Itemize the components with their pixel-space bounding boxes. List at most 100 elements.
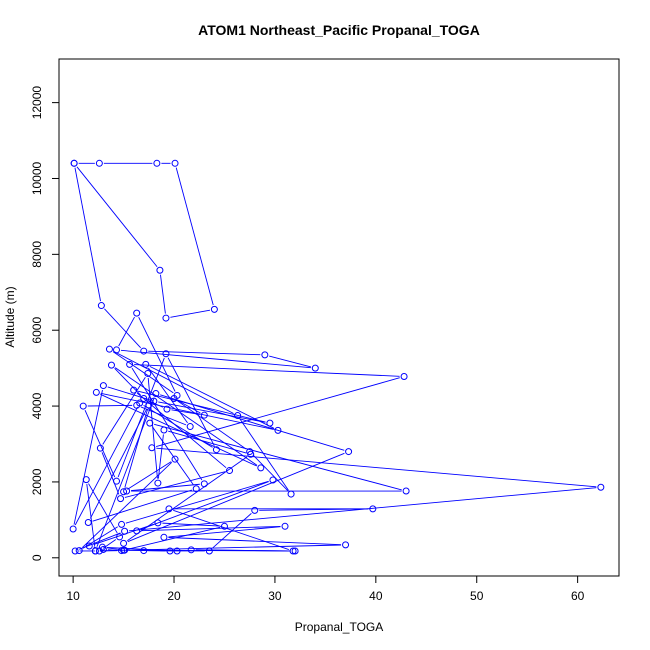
series-line-segment — [106, 546, 173, 552]
data-point — [71, 547, 79, 555]
y-axis: 0 2000 4000 6000 8000 10000 12000 — [30, 86, 59, 561]
data-point — [113, 477, 121, 485]
series-line-segment — [82, 461, 173, 548]
data-point — [200, 480, 208, 488]
data-point — [120, 488, 128, 496]
data-point — [133, 309, 141, 317]
series-line-segment — [76, 166, 158, 268]
series-line-segment — [160, 394, 345, 451]
series-line-segment — [86, 484, 96, 547]
data-point — [144, 369, 152, 377]
data-point — [69, 525, 77, 533]
data-point — [142, 360, 150, 368]
data-point — [154, 479, 162, 487]
data-point — [123, 487, 131, 495]
series-line-segment — [140, 481, 269, 530]
series-line-segment — [134, 364, 400, 377]
series-line-segment — [252, 454, 289, 492]
y-tick-label: 4000 — [30, 392, 44, 419]
data-point — [98, 543, 106, 551]
y-tick-label: 2000 — [30, 468, 44, 495]
series-line-segment — [147, 377, 158, 479]
data-point — [247, 450, 255, 458]
data-point — [212, 446, 220, 454]
data-point — [146, 419, 154, 427]
series-line-segment — [140, 406, 187, 426]
series-line-segment — [175, 167, 214, 306]
x-axis: 10 20 30 40 50 60 — [66, 576, 585, 603]
series-line-segment — [112, 351, 174, 394]
data-point — [156, 266, 164, 274]
data-point — [210, 305, 218, 313]
data-point — [133, 527, 141, 535]
chart-title: ATOM1 Northeast_Pacific Propanal_TOGA — [198, 22, 480, 38]
series-line-segment — [113, 350, 234, 414]
series-line-segment — [137, 390, 266, 423]
data-point — [342, 541, 350, 549]
series-line-segment — [92, 489, 193, 522]
series-line-segment — [84, 410, 116, 478]
series-line-segment — [96, 397, 155, 547]
x-axis-label: Propanal_TOGA — [295, 620, 384, 634]
data-point — [274, 426, 282, 434]
y-tick-label: 10000 — [30, 161, 44, 195]
x-tick-label: 30 — [268, 589, 282, 603]
data-point — [400, 372, 408, 380]
data-point — [140, 547, 148, 555]
series-line-segment — [171, 409, 200, 415]
y-tick-label: 6000 — [30, 317, 44, 344]
data-point — [99, 382, 107, 390]
data-point — [75, 547, 83, 555]
data-point — [165, 505, 173, 513]
x-tick-label: 50 — [470, 589, 484, 603]
y-tick-label: 12000 — [30, 86, 44, 120]
plot-frame — [58, 58, 620, 577]
series-line-segment — [138, 316, 176, 392]
data-point — [186, 423, 194, 431]
data-point — [82, 476, 90, 484]
series-line-segment — [104, 308, 142, 349]
data-point — [96, 444, 104, 452]
series-line-segment — [131, 367, 203, 481]
data-point — [140, 394, 148, 402]
data-point — [126, 360, 134, 368]
series-line-segment — [127, 526, 221, 550]
data-point — [121, 546, 129, 554]
series-line-segment — [173, 509, 289, 550]
series-line-segment — [124, 409, 148, 488]
data-point — [205, 547, 213, 555]
data-point — [79, 402, 87, 410]
data-point — [121, 527, 129, 535]
data-point — [70, 159, 78, 167]
data-point — [152, 390, 160, 398]
series-line-segment — [88, 483, 118, 534]
data-point — [220, 522, 228, 530]
series-line-segment — [120, 349, 311, 369]
series-line-segment — [167, 357, 215, 446]
data-point — [261, 351, 269, 359]
data-point — [597, 483, 605, 491]
data-point — [369, 505, 377, 513]
data-point — [105, 345, 113, 353]
series-line-segment — [160, 274, 166, 314]
series-line-segment — [124, 471, 226, 498]
series-line-segment — [125, 480, 269, 524]
y-tick-label: 8000 — [30, 241, 44, 268]
series-line-segment — [127, 452, 345, 543]
data-point — [163, 405, 171, 413]
series-line-segment — [89, 408, 148, 519]
data-point — [200, 411, 208, 419]
series-line-segment — [168, 537, 342, 546]
data-point — [116, 533, 124, 541]
series-line-segment — [127, 461, 172, 490]
data-point — [226, 467, 234, 475]
series-line-segment — [168, 430, 247, 454]
data-point — [120, 539, 128, 547]
data-point — [107, 361, 115, 369]
series-line-segment — [117, 357, 165, 478]
data-point — [187, 546, 195, 554]
data-point — [289, 547, 297, 555]
series-line-segment — [101, 452, 120, 495]
